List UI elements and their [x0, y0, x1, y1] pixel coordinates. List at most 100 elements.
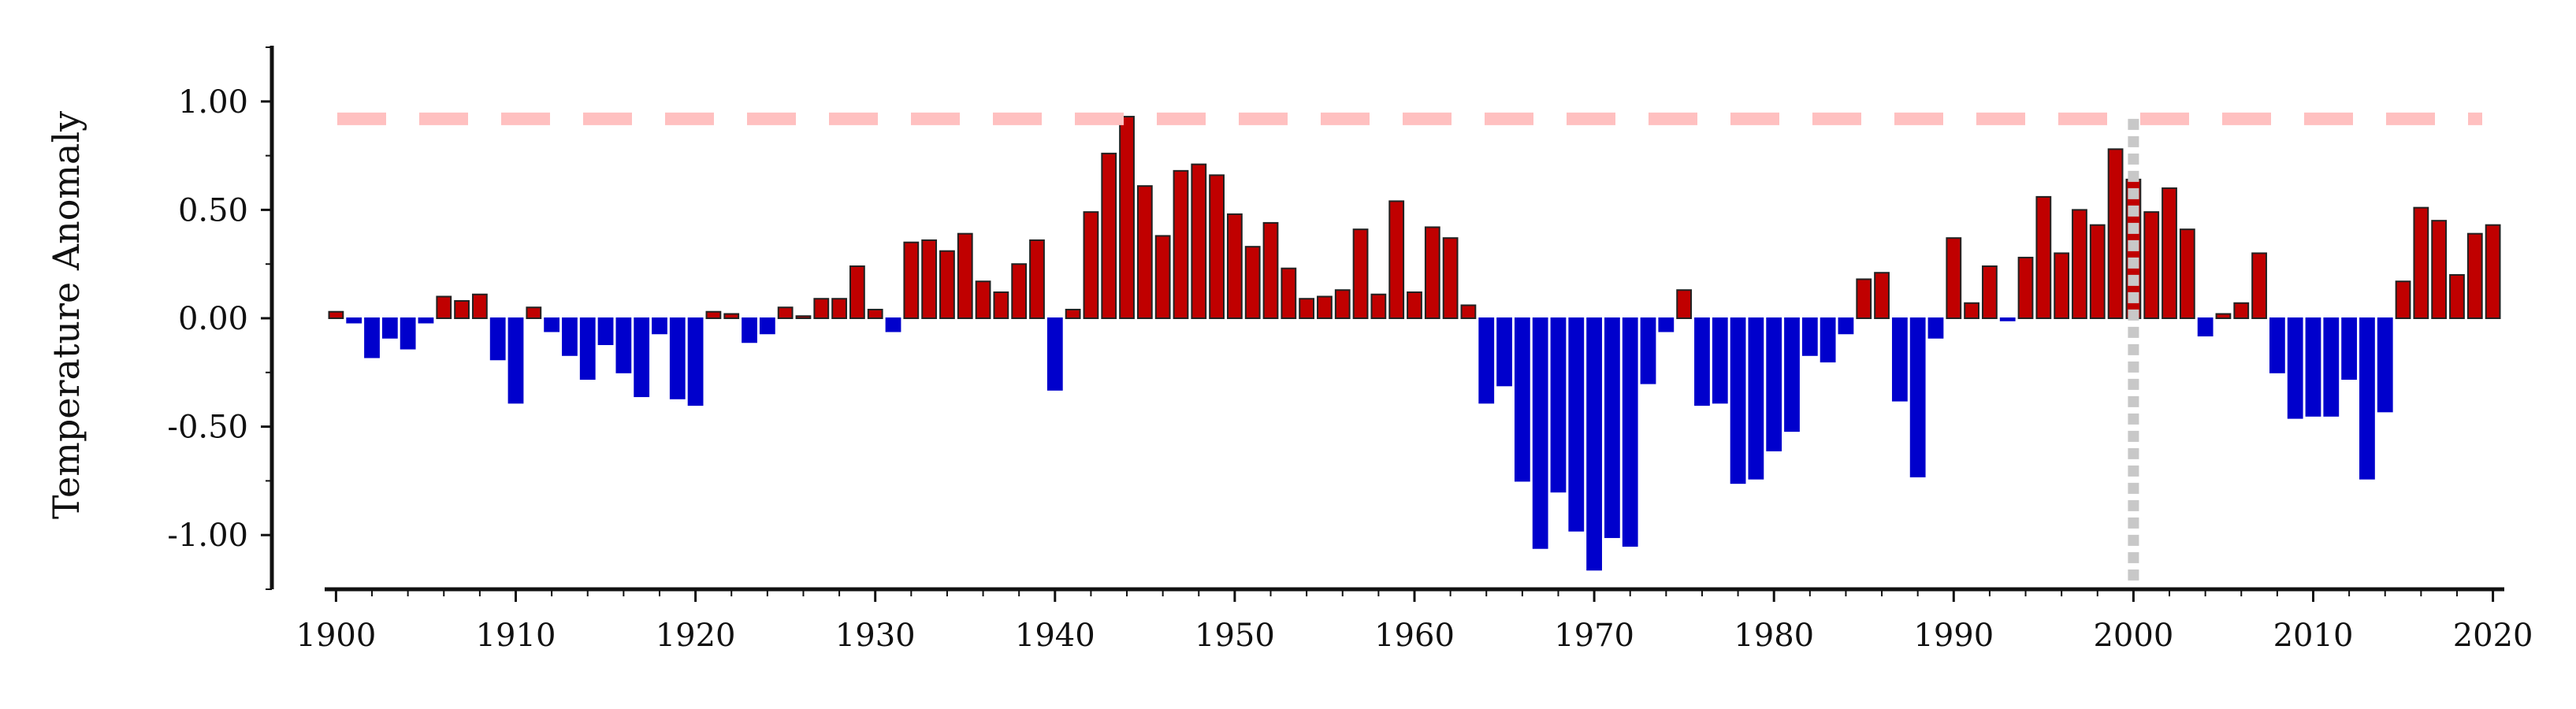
y-tick-label: 1.00	[178, 84, 248, 121]
x-tick-label: 1920	[656, 618, 736, 654]
bar-1910	[507, 317, 524, 404]
bar-1959	[1388, 200, 1405, 319]
bar-1930	[867, 308, 883, 319]
bar-1923	[742, 317, 757, 343]
bar-1990	[1946, 237, 1962, 319]
bar-2010	[2305, 317, 2321, 417]
bar-1921	[705, 310, 722, 319]
bar-1942	[1083, 211, 1099, 319]
bar-1905	[418, 317, 434, 324]
x-tick-label: 1930	[835, 618, 916, 654]
bar-1908	[471, 293, 488, 320]
bar-1970	[1586, 317, 1602, 571]
bar-1911	[526, 306, 542, 319]
bar-1920	[687, 317, 704, 406]
x-tick-label: 1970	[1554, 618, 1634, 654]
bar-1944	[1119, 116, 1135, 319]
bar-1976	[1694, 317, 1710, 406]
bar-1986	[1874, 272, 1890, 319]
reference-lines-layer	[337, 112, 2482, 585]
bar-1949	[1209, 174, 1225, 319]
x-tick-label: 1990	[1913, 618, 1994, 654]
bar-1936	[975, 280, 991, 319]
bar-1917	[634, 317, 650, 398]
x-tick-label: 2000	[2093, 618, 2173, 654]
bar-1901	[346, 317, 362, 324]
bar-1978	[1730, 317, 1746, 484]
y-tick-label: 0.00	[178, 301, 248, 337]
bar-1983	[1820, 317, 1836, 363]
bar-1912	[544, 317, 560, 332]
bar-1916	[615, 317, 632, 373]
bar-2019	[2466, 232, 2483, 320]
bar-1993	[1999, 317, 2016, 321]
y-tick-label: -1.00	[167, 518, 248, 554]
bar-1996	[2054, 252, 2070, 319]
y-axis-title: Temperature Anomaly	[45, 111, 87, 519]
bar-1966	[1514, 317, 1530, 482]
bar-2006	[2233, 302, 2250, 319]
bar-1987	[1891, 317, 1908, 402]
bar-1972	[1622, 317, 1638, 547]
x-tick-label: 1980	[1734, 618, 1814, 654]
bar-1989	[1927, 317, 1944, 339]
x-tick-label: 1960	[1374, 618, 1455, 654]
bar-1957	[1352, 228, 1369, 320]
bar-1937	[993, 291, 1009, 320]
bar-1960	[1407, 291, 1422, 320]
bar-1946	[1154, 235, 1171, 320]
bar-1935	[957, 232, 973, 320]
bar-1968	[1550, 317, 1567, 493]
bar-1975	[1676, 289, 1693, 319]
bar-1904	[400, 317, 416, 350]
bar-1909	[489, 317, 506, 361]
bar-1947	[1173, 169, 1189, 319]
bar-1969	[1568, 317, 1585, 532]
bar-1907	[454, 299, 470, 320]
bar-1951	[1244, 246, 1261, 319]
bar-1939	[1029, 239, 1045, 319]
bar-1982	[1801, 317, 1818, 356]
bar-2017	[2431, 220, 2448, 319]
bar-1926	[795, 315, 812, 319]
bar-1991	[1964, 302, 1979, 319]
bars-layer	[328, 116, 2501, 571]
bar-1945	[1136, 185, 1153, 319]
x-tick-label: 2010	[2273, 618, 2354, 654]
bar-1927	[813, 298, 830, 320]
bar-1914	[579, 317, 596, 380]
bar-1962	[1442, 237, 1459, 319]
x-tick-label: 1940	[1015, 618, 1095, 654]
bar-1918	[652, 317, 667, 335]
bar-1900	[328, 310, 344, 319]
labels-layer: 1.00 0.50 0.00 -0.50 -1.00 1900 1910 1920 1930 19…	[167, 84, 2533, 654]
bar-2007	[2251, 252, 2267, 319]
x-tick-label: 2020	[2453, 618, 2533, 654]
bar-1971	[1604, 317, 1620, 538]
bar-1999	[2107, 148, 2124, 319]
bar-1940	[1046, 317, 1063, 391]
bar-1992	[1982, 265, 1998, 320]
bar-2012	[2341, 317, 2358, 380]
bar-1988	[1909, 317, 1926, 477]
bar-2014	[2377, 317, 2393, 413]
bar-1928	[831, 298, 847, 320]
bar-2015	[2395, 280, 2411, 319]
bar-1953	[1281, 267, 1297, 320]
bar-2003	[2179, 228, 2195, 320]
bar-1984	[1838, 317, 1854, 335]
bar-1943	[1101, 152, 1117, 319]
bar-2013	[2359, 317, 2375, 480]
bar-1965	[1496, 317, 1512, 387]
x-tick-label: 1910	[476, 618, 556, 654]
bar-1963	[1460, 304, 1477, 319]
bar-1961	[1424, 226, 1440, 320]
bar-2011	[2323, 317, 2340, 417]
bar-1902	[364, 317, 380, 358]
bar-1924	[759, 317, 775, 335]
bar-1950	[1227, 213, 1243, 319]
bar-1934	[939, 250, 955, 319]
x-tick-label: 1950	[1195, 618, 1275, 654]
bar-1980	[1766, 317, 1782, 451]
